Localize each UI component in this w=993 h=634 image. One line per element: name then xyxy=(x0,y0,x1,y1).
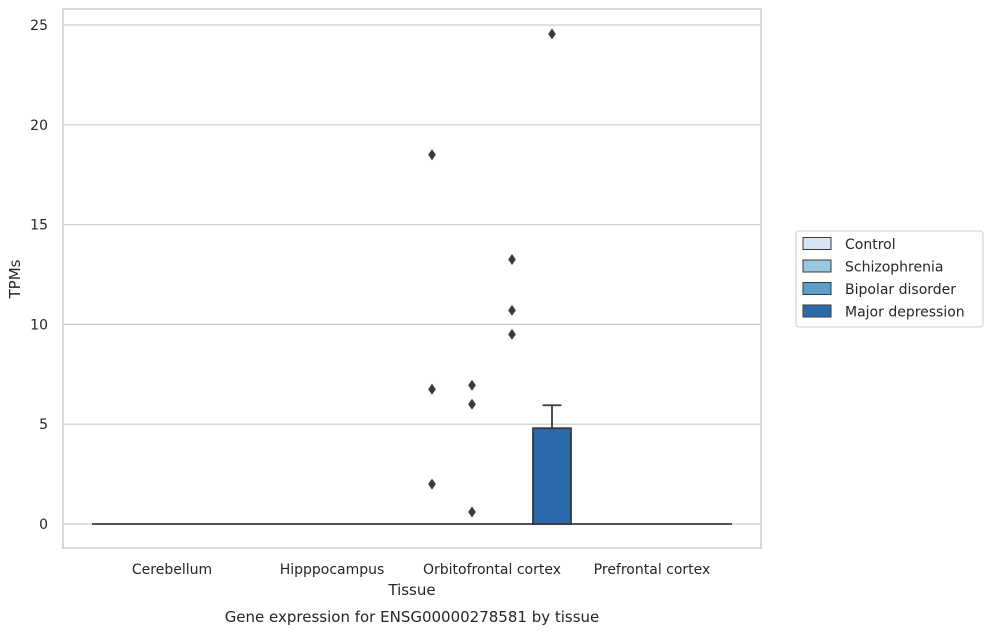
outlier-point xyxy=(508,304,516,316)
x-tick-label: Cerebellum xyxy=(132,562,212,578)
legend-swatch xyxy=(802,259,832,273)
y-tick-label: 10 xyxy=(30,317,48,333)
y-tick-label: 20 xyxy=(30,118,48,134)
box-plot-marks xyxy=(92,28,732,525)
outlier-point xyxy=(508,328,516,340)
legend-label: Control xyxy=(845,237,896,253)
chart-caption: Gene expression for ENSG00000278581 by t… xyxy=(225,608,600,626)
y-tick-label: 0 xyxy=(39,517,48,533)
legend-swatch xyxy=(802,282,832,295)
legend: Control Schizophrenia Bipolar disorder Majo… xyxy=(795,230,984,328)
x-tick-label: Orbitofrontal cortex xyxy=(423,562,561,578)
legend-label: Schizophrenia xyxy=(845,260,943,276)
legend-label: Bipolar disorder xyxy=(845,282,956,298)
y-axis-label: TPMs xyxy=(6,259,24,299)
outlier-point xyxy=(428,383,436,395)
legend-frame xyxy=(795,230,984,328)
grid-lines xyxy=(63,24,761,525)
x-tick-label: Prefrontal cortex xyxy=(594,562,711,578)
outlier-point xyxy=(468,398,476,410)
plot-frame xyxy=(62,8,762,549)
outlier-point xyxy=(548,28,556,40)
y-tick-label: 15 xyxy=(30,218,48,234)
legend-label: Major depression xyxy=(845,305,965,321)
legend-swatch xyxy=(802,304,832,318)
outlier-point xyxy=(428,478,436,490)
legend-swatch xyxy=(802,237,832,250)
x-axis-label: Tissue xyxy=(387,581,435,599)
y-axis-ticks: 0 5 10 15 20 25 xyxy=(30,18,48,533)
y-tick-label: 25 xyxy=(30,18,48,34)
outlier-point xyxy=(508,254,516,266)
x-axis-ticks: Cerebellum Hipppocampus Orbitofrontal cort… xyxy=(132,562,710,578)
box xyxy=(532,427,572,525)
y-tick-label: 5 xyxy=(39,417,48,433)
x-tick-label: Hipppocampus xyxy=(280,562,385,578)
outlier-point xyxy=(428,149,436,161)
outlier-point xyxy=(468,379,476,391)
outlier-point xyxy=(468,506,476,518)
